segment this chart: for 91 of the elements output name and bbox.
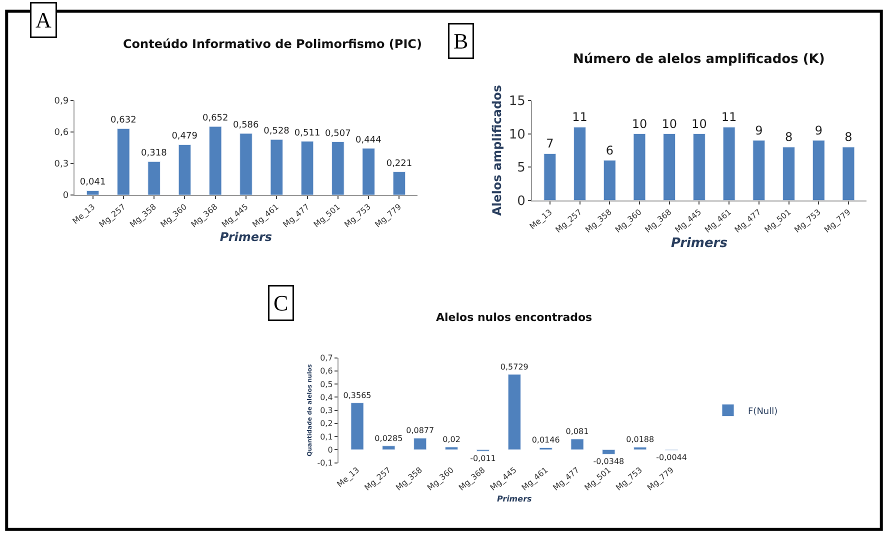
bar (240, 133, 252, 195)
data-label: 0,221 (386, 158, 412, 169)
y-axis-title: Alelos amplificados (490, 85, 504, 216)
chart-title: Conteúdo Informativo de Polimorfismo (PIC) (123, 37, 422, 51)
text: A (36, 8, 52, 32)
data-label: 0,0188 (626, 435, 654, 444)
data-label: 7 (546, 136, 554, 151)
data-label: 0,081 (566, 426, 589, 436)
chart-title: Alelos nulos encontrados (436, 311, 593, 324)
legend-label: F(Null) (748, 406, 778, 417)
y-tick-label: 0,6 (320, 366, 333, 376)
y-tick-label: 15 (508, 94, 526, 110)
y-tick-label: -0,1 (317, 458, 333, 468)
y-tick-label: 0,3 (54, 160, 69, 170)
bar (445, 446, 458, 450)
text: B (454, 28, 468, 54)
bar (603, 160, 616, 200)
data-label: 0,5729 (500, 362, 528, 372)
bar (300, 141, 314, 195)
y-tick-label: 0,2 (320, 419, 333, 428)
y-tick-label: 0,7 (320, 354, 333, 363)
bar (782, 146, 795, 200)
data-label: 0,02 (442, 435, 460, 444)
y-tick-label: 0,6 (54, 128, 69, 138)
data-label: 0,041 (80, 178, 106, 188)
bar (350, 402, 364, 450)
data-label: 8 (844, 130, 852, 144)
data-label: 0,3565 (343, 390, 372, 400)
data-label: 11 (721, 110, 737, 124)
data-label: 0,632 (110, 116, 136, 126)
bar (270, 139, 284, 195)
bar (362, 148, 375, 195)
y-tick-label: 0,5 (320, 380, 333, 389)
bar (332, 142, 344, 195)
bar (178, 144, 192, 195)
x-axis-title: Primers (220, 230, 272, 244)
bar (752, 140, 766, 200)
bar (633, 134, 646, 200)
data-label: 10 (632, 116, 648, 131)
bar (574, 126, 586, 200)
bar (414, 438, 427, 450)
y-tick-label: 0,3 (320, 406, 333, 416)
bar (722, 126, 736, 200)
data-label: 0,511 (294, 128, 320, 138)
bar (842, 146, 855, 200)
data-label: 10 (662, 116, 677, 131)
bar (148, 161, 160, 195)
text: C (274, 290, 288, 316)
data-label: 0,0877 (406, 426, 434, 436)
y-tick-label: 10 (508, 127, 526, 142)
y-tick-label: 0 (517, 194, 526, 209)
bar (812, 140, 825, 200)
data-label: 0,318 (141, 148, 168, 159)
y-tick-label: 0,4 (320, 392, 333, 402)
data-label: 6 (606, 143, 614, 158)
data-label: 11 (572, 110, 588, 124)
bar (570, 438, 584, 450)
chart-title: Número de alelos amplificados (K) (573, 52, 825, 67)
data-label: 0,0146 (532, 436, 560, 445)
x-axis-title: Primers (497, 494, 532, 504)
bar (663, 134, 676, 200)
y-tick-label: 0 (328, 445, 333, 454)
data-label: 0,0285 (374, 434, 403, 443)
x-axis-title: Primers (670, 236, 728, 252)
data-label: 0,586 (232, 120, 260, 130)
bar (602, 449, 616, 454)
data-label: 0,507 (325, 128, 351, 139)
y-tick-label: 5 (517, 160, 526, 176)
bar (634, 446, 647, 450)
data-label: 8 (784, 130, 793, 144)
data-label: 0,444 (356, 135, 382, 146)
bar (392, 172, 406, 195)
data-label: 0,652 (202, 114, 228, 124)
data-label: -0,011 (470, 454, 496, 464)
data-label: 0,528 (264, 126, 290, 137)
data-label: 0,479 (172, 132, 198, 142)
bar (508, 374, 521, 450)
y-tick-label: 0,1 (320, 432, 333, 442)
y-tick-label: 0,9 (54, 96, 69, 107)
data-label: -0,0044 (656, 453, 687, 462)
bar (692, 134, 706, 200)
data-label: -0,0348 (593, 457, 624, 466)
y-tick-label: 0 (62, 191, 69, 202)
bar (117, 128, 130, 195)
data-label: 10 (692, 116, 707, 131)
bar (208, 126, 222, 195)
bar (382, 446, 396, 450)
bar (86, 190, 100, 195)
bar (544, 153, 556, 200)
data-label: 9 (755, 123, 763, 138)
data-label: 9 (814, 123, 822, 138)
